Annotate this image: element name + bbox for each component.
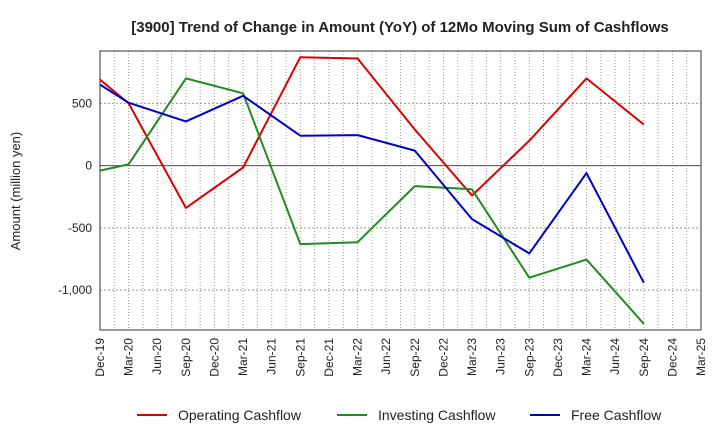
- x-tick-label: Jun-21: [265, 338, 279, 375]
- x-tick-label: Dec-22: [436, 338, 450, 377]
- x-tick-label: Dec-23: [551, 338, 565, 377]
- y-tick-labels: 500 0 -500 -1,000: [58, 96, 92, 297]
- y-tick-label: -500: [68, 221, 92, 235]
- x-tick-label: Dec-20: [207, 338, 221, 377]
- x-tick-label: Dec-21: [322, 338, 336, 377]
- x-tick-labels: Dec-19 Mar-20 Jun-20 Sep-20 Dec-20 Mar-21 Jun-…: [93, 338, 708, 377]
- x-tick-label: Sep-22: [408, 338, 422, 377]
- x-tick-label: Sep-20: [179, 338, 193, 377]
- x-tick-label: Mar-22: [351, 338, 365, 376]
- grid-lines: [99, 51, 701, 330]
- x-tick-label: Jun-22: [379, 338, 393, 375]
- x-tick-label: Jun-23: [494, 338, 508, 375]
- y-tick-label: -1,000: [58, 283, 92, 297]
- x-tick-label: Mar-24: [580, 338, 594, 376]
- x-tick-label: Sep-23: [522, 338, 536, 377]
- series-lines: [99, 56, 645, 325]
- y-axis-label: Amount (million yen): [8, 132, 23, 251]
- legend: Operating Cashflow Investing Cashflow Free…: [137, 407, 662, 423]
- x-tick-label: Dec-19: [93, 338, 107, 377]
- legend-label-free-cashflow: Free Cashflow: [571, 407, 662, 423]
- y-tick-label: 500: [72, 96, 92, 110]
- x-tick-label: Dec-24: [665, 338, 679, 377]
- free-cashflow-line: [99, 83, 645, 284]
- x-tick-label: Mar-20: [122, 338, 136, 376]
- x-tick-label: Jun-20: [150, 338, 164, 375]
- x-tick-label: Mar-23: [465, 338, 479, 376]
- legend-label-operating-cashflow: Operating Cashflow: [178, 407, 302, 423]
- plot-frame: [99, 50, 702, 331]
- y-tick-label: 0: [85, 159, 92, 173]
- x-tick-label: Mar-21: [236, 338, 250, 376]
- chart-title: [3900] Trend of Change in Amount (YoY) o…: [131, 19, 669, 36]
- investing-cashflow-line: [99, 77, 645, 325]
- legend-label-investing-cashflow: Investing Cashflow: [378, 407, 496, 423]
- x-tick-label: Sep-21: [293, 338, 307, 377]
- x-tick-label: Sep-24: [637, 338, 651, 377]
- operating-cashflow-line: [99, 56, 645, 209]
- x-tick-label: Mar-25: [694, 338, 708, 376]
- x-tick-label: Jun-24: [608, 338, 622, 375]
- plot-border: [99, 50, 702, 331]
